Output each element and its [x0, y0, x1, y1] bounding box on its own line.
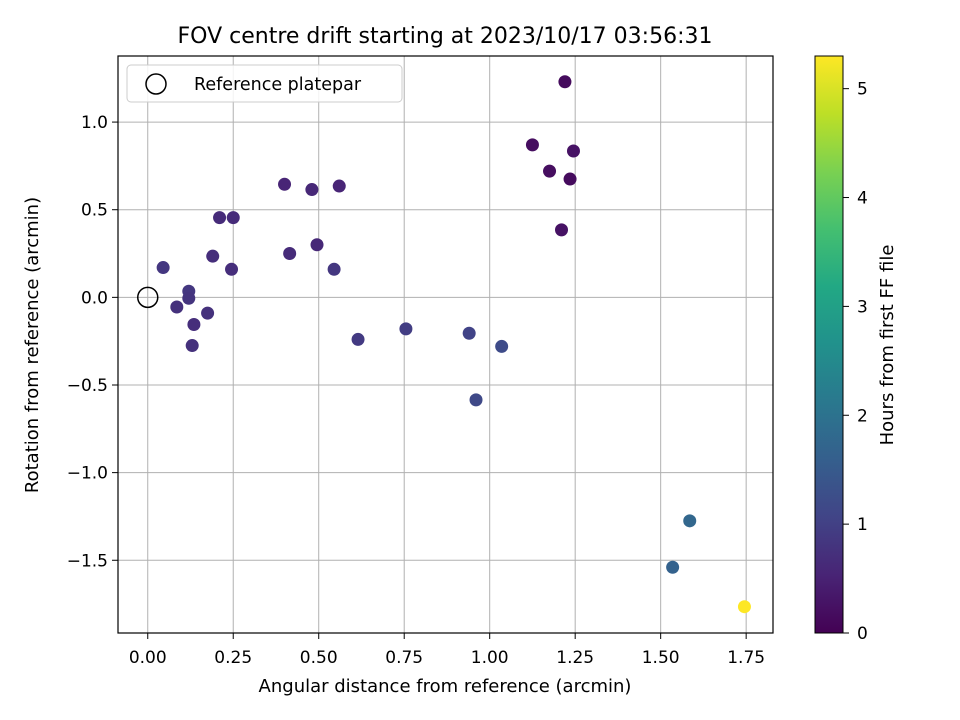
data-point [563, 172, 577, 186]
y-axis-label: Rotation from reference (arcmin) [22, 197, 43, 493]
colorbar-tick-label: 5 [857, 80, 868, 100]
data-point [327, 262, 341, 276]
legend-marker-open-circle [145, 73, 167, 95]
data-point [156, 261, 170, 275]
colorbar-gradient [814, 55, 844, 634]
data-point [283, 247, 297, 261]
data-point [206, 249, 220, 263]
x-tick-label: 0.50 [300, 648, 338, 668]
x-tick-label: 0.75 [385, 648, 423, 668]
data-points [156, 75, 751, 614]
y-axis-ticks: −1.5 −1.0 −0.5 0.0 0.5 1.0 [67, 113, 118, 571]
legend-box [126, 64, 403, 103]
data-point [683, 514, 697, 528]
y-tick-label: 1.0 [81, 113, 108, 133]
x-tick-label: 0.25 [214, 648, 252, 668]
x-tick-label: 0.00 [129, 648, 167, 668]
data-point [566, 144, 580, 158]
data-point [543, 164, 557, 178]
data-point [558, 75, 572, 89]
colorbar: 0 1 2 3 4 5 Hours from first FF file [814, 55, 898, 644]
plot-area-frame [117, 55, 774, 634]
x-tick-label: 1.75 [727, 648, 765, 668]
legend: Reference platepar [126, 64, 403, 103]
reference-platepar-marker [136, 286, 159, 309]
data-point [182, 291, 196, 305]
y-tick-label: −1.5 [67, 551, 108, 571]
colorbar-tick-label: 0 [857, 624, 868, 644]
colorbar-tick-label: 3 [857, 297, 868, 317]
data-point [495, 339, 509, 353]
grid-lines [118, 56, 773, 633]
data-point [351, 332, 365, 346]
data-point [525, 138, 539, 152]
y-tick-label: −1.0 [67, 464, 108, 484]
data-point [332, 179, 346, 193]
legend-label: Reference platepar [194, 75, 362, 95]
reference-marker-group [136, 286, 159, 309]
colorbar-tick-label: 2 [857, 406, 868, 426]
data-point [187, 318, 201, 332]
chart-title: FOV centre drift starting at 2023/10/17 … [178, 24, 713, 49]
data-point [170, 300, 184, 314]
data-point [278, 177, 292, 191]
data-point [555, 223, 569, 237]
x-tick-label: 1.25 [556, 648, 594, 668]
x-axis-ticks: 0.00 0.25 0.50 0.75 1.00 1.25 1.50 1.75 [129, 633, 765, 668]
data-point [201, 306, 215, 320]
y-tick-label: 0.0 [81, 288, 108, 308]
colorbar-label: Hours from first FF file [877, 245, 898, 446]
y-tick-label: −0.5 [67, 376, 108, 396]
data-point [462, 326, 476, 340]
data-point [310, 238, 324, 252]
data-point [737, 600, 751, 614]
colorbar-tick-label: 4 [857, 189, 868, 209]
data-point [226, 211, 240, 225]
data-point [225, 262, 239, 276]
colorbar-ticks: 0 1 2 3 4 5 [843, 80, 868, 644]
data-point [469, 393, 483, 407]
data-point [666, 560, 680, 574]
colorbar-tick-label: 1 [857, 515, 868, 535]
x-tick-label: 1.00 [471, 648, 509, 668]
y-tick-label: 0.5 [81, 201, 108, 221]
x-axis-label: Angular distance from reference (arcmin) [259, 676, 632, 697]
data-point [305, 183, 319, 197]
data-point [399, 322, 413, 336]
x-tick-label: 1.50 [642, 648, 680, 668]
data-point [185, 339, 199, 353]
data-point [213, 211, 227, 225]
